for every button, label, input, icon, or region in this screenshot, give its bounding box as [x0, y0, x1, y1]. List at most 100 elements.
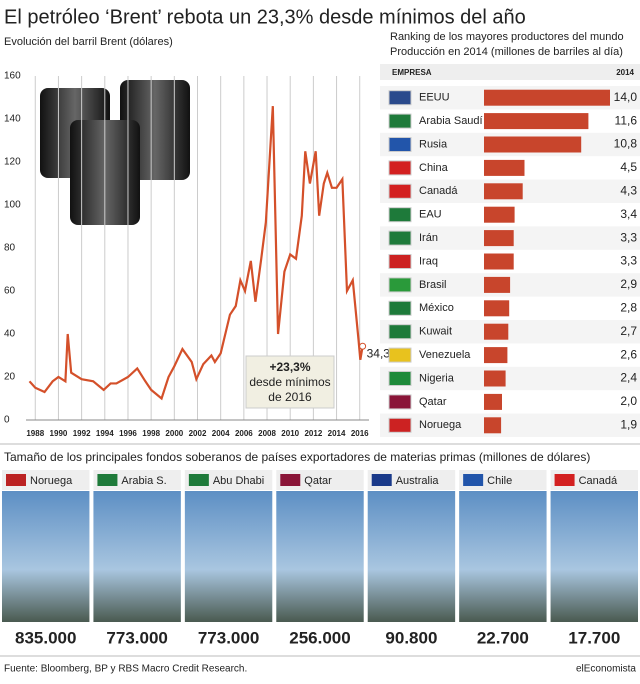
value-label: 34,3 — [367, 346, 391, 360]
y-tick-label: 60 — [4, 286, 16, 297]
annotation: de 2016 — [268, 390, 312, 404]
brand: elEconomista — [576, 664, 636, 675]
fund-name: Abu Dhabi — [213, 475, 264, 487]
value-label: 2,6 — [620, 347, 637, 361]
category-label: México — [419, 302, 454, 314]
flag — [388, 371, 412, 386]
source: Fuente: Bloomberg, BP y RBS Macro Credit… — [4, 664, 247, 675]
bar — [484, 370, 506, 387]
value-label: 3,4 — [620, 207, 637, 221]
category-label: China — [419, 162, 449, 174]
category-label: EAU — [419, 209, 442, 221]
flag — [388, 183, 412, 199]
bar — [484, 300, 510, 317]
x-tick-label: 1988 — [26, 429, 44, 438]
photo — [550, 491, 638, 622]
category-label: Rusia — [419, 138, 448, 150]
flag — [371, 474, 392, 486]
value-label: 10,8 — [614, 137, 638, 151]
bar — [484, 253, 514, 270]
table-header-bg — [380, 64, 640, 80]
annotation: desde mínimos — [249, 375, 330, 389]
main-title: El petróleo ‘Brent’ rebota un 23,3% desd… — [4, 6, 526, 28]
photo — [184, 491, 273, 622]
category-label: EEUU — [419, 92, 450, 104]
row-bg — [380, 320, 640, 344]
flag — [388, 324, 412, 340]
value-label: 2,7 — [620, 324, 637, 338]
x-tick-label: 2016 — [351, 429, 369, 438]
fund-amount: 90.800 — [385, 628, 437, 647]
x-tick-label: 1998 — [142, 429, 160, 438]
photo — [93, 491, 181, 622]
x-tick-label: 1990 — [50, 429, 68, 438]
fund-name: Arabia S. — [121, 475, 166, 487]
flag — [554, 474, 575, 486]
value-label: 4,3 — [620, 183, 637, 197]
y-tick-label: 120 — [4, 157, 21, 168]
y-tick-label: 160 — [4, 71, 21, 82]
x-tick-label: 2012 — [304, 429, 322, 438]
bar — [484, 230, 514, 247]
row-bg — [380, 366, 640, 391]
fund-name: Chile — [487, 475, 512, 487]
value-label: 2,4 — [620, 371, 637, 385]
category-label: Venezuela — [419, 349, 471, 361]
photo — [367, 491, 456, 622]
flag — [388, 207, 412, 223]
bar — [484, 206, 515, 223]
fund-amount: 256.000 — [289, 628, 350, 647]
row-bg — [380, 413, 640, 437]
y-tick-label: 140 — [4, 114, 21, 125]
funds-title: Tamaño de los principales fondos soberan… — [4, 450, 590, 464]
category-label: Kuwait — [419, 326, 452, 338]
value-label: 2,8 — [620, 300, 637, 314]
end-point — [359, 342, 367, 350]
fund-amount: 773.000 — [198, 628, 259, 647]
bar — [484, 136, 582, 153]
bar — [484, 393, 502, 410]
y-tick-label: 20 — [4, 372, 16, 383]
line-title: Evolución del barril Brent (dólares) — [4, 36, 173, 48]
category-label: Noruega — [419, 419, 462, 431]
photo — [276, 491, 364, 622]
x-tick-label: 1996 — [119, 429, 137, 438]
fund-amount: 835.000 — [15, 628, 76, 647]
table-header: 2014 — [616, 68, 634, 77]
fund-amount: 773.000 — [106, 628, 167, 647]
fund-amount: 17.700 — [568, 628, 620, 647]
x-tick-label: 2002 — [189, 429, 207, 438]
flag — [388, 300, 412, 316]
x-tick-label: 2000 — [165, 429, 183, 438]
bar — [484, 159, 525, 176]
y-tick-label: 0 — [4, 415, 10, 426]
value-label: 2,9 — [620, 277, 637, 291]
value-label: 1,9 — [620, 417, 637, 431]
x-tick-label: 2008 — [258, 429, 276, 438]
flag — [388, 90, 412, 106]
x-tick-label: 2004 — [212, 429, 230, 438]
category-label: Irán — [419, 232, 438, 244]
flag — [188, 474, 209, 486]
flag — [388, 347, 412, 363]
value-label: 4,5 — [620, 160, 637, 174]
annotation-box — [245, 355, 335, 409]
bar-subtitle: Producción en 2014 (millones de barriles… — [390, 46, 623, 58]
category-label: Canadá — [419, 185, 458, 197]
bar — [484, 347, 508, 364]
fund-amount: 22.700 — [477, 628, 529, 647]
flag — [388, 230, 412, 246]
value-label: 2,0 — [620, 394, 637, 408]
y-tick-label: 40 — [4, 329, 16, 340]
annotation: +23,3% — [269, 360, 310, 374]
flag — [6, 474, 26, 486]
table-header: EMPRESA — [392, 68, 432, 77]
x-tick-label: 1994 — [96, 429, 114, 438]
flag — [463, 474, 484, 486]
bar — [484, 113, 589, 130]
value-label: 14,0 — [614, 90, 638, 104]
category-label: Arabia Saudí — [419, 115, 483, 127]
flag — [97, 474, 118, 486]
value-label: 3,3 — [620, 230, 637, 244]
